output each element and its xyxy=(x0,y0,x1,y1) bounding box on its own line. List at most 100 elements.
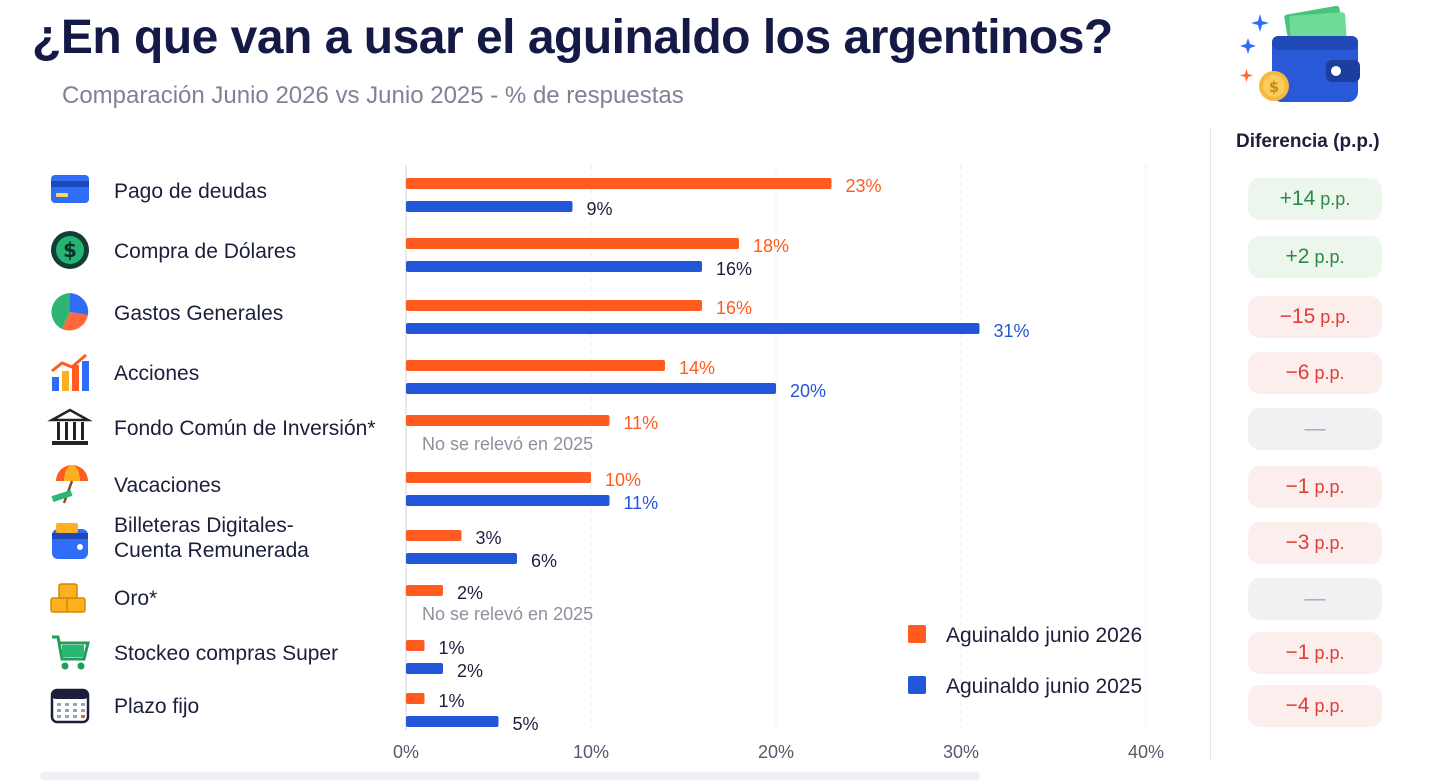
legend-swatch xyxy=(908,676,926,694)
bar-2026 xyxy=(406,530,462,541)
bank-building-icon xyxy=(47,408,93,445)
wallet-icon xyxy=(52,523,88,559)
bar-2026 xyxy=(406,238,739,249)
bar-2026 xyxy=(406,640,425,651)
page-title: ¿En que van a usar el aguinaldo los arge… xyxy=(32,11,1113,64)
difference-header: Diferencia (p.p.) xyxy=(1236,131,1380,152)
difference-unit: p.p. xyxy=(1314,695,1345,716)
difference-value: −1 xyxy=(1285,475,1310,498)
x-tick-label: 40% xyxy=(1128,742,1164,762)
difference-unit: p.p. xyxy=(1320,188,1351,209)
category-label: Plazo fijo xyxy=(114,695,199,718)
legend-label: Aguinaldo junio 2025 xyxy=(946,675,1142,698)
difference-value: — xyxy=(1304,417,1326,440)
bar-2026 xyxy=(406,360,665,371)
category-label: Acciones xyxy=(114,362,199,385)
difference-pill: −3 p.p. xyxy=(1248,522,1382,564)
difference-pill: +14 p.p. xyxy=(1248,178,1382,220)
pie-chart-icon xyxy=(51,293,89,331)
difference-pill: −4 p.p. xyxy=(1248,685,1382,727)
category-label: Stockeo compras Super xyxy=(114,642,338,665)
category-label: Billeteras Digitales- xyxy=(114,514,294,537)
value-label-2026: 14% xyxy=(679,358,715,378)
value-label-2026: 11% xyxy=(624,413,659,433)
difference-value: +14 xyxy=(1279,187,1316,210)
value-label-2026: 18% xyxy=(753,236,789,256)
difference-pill: −15 p.p. xyxy=(1248,296,1382,338)
footer-strip xyxy=(40,772,980,780)
credit-card-icon xyxy=(51,175,89,203)
rising-bars-icon xyxy=(51,353,89,391)
value-label-2025: 16% xyxy=(716,259,752,279)
category-label: Gastos Generales xyxy=(114,302,283,325)
legend-swatch xyxy=(908,625,926,643)
value-label-2025: 11% xyxy=(624,493,659,513)
bar-2025 xyxy=(406,383,776,394)
x-tick-label: 30% xyxy=(943,742,979,762)
difference-unit: p.p. xyxy=(1314,246,1345,267)
value-label-2025: 2% xyxy=(457,661,483,681)
bar-2025 xyxy=(406,201,573,212)
value-label-2026: 1% xyxy=(439,638,465,658)
difference-value: −3 xyxy=(1285,531,1310,554)
bar-2025 xyxy=(406,716,499,727)
difference-value: — xyxy=(1304,587,1326,610)
x-tick-label: 0% xyxy=(393,742,419,762)
value-label-2026: 2% xyxy=(457,583,483,603)
difference-value: −15 xyxy=(1279,305,1316,328)
difference-unit: p.p. xyxy=(1314,532,1345,553)
difference-pill: −1 p.p. xyxy=(1248,632,1382,674)
difference-divider xyxy=(1210,128,1211,760)
legend-label: Aguinaldo junio 2026 xyxy=(946,624,1142,647)
bar-2026 xyxy=(406,178,832,189)
value-label-2025: 20% xyxy=(790,381,826,401)
value-label-2026: 1% xyxy=(439,691,465,711)
bar-2026 xyxy=(406,693,425,704)
svg-text:$: $ xyxy=(63,238,77,262)
difference-unit: p.p. xyxy=(1320,306,1351,327)
x-tick-label: 10% xyxy=(573,742,609,762)
bar-2026 xyxy=(406,472,591,483)
dollar-coin-icon: $ xyxy=(51,231,89,269)
value-label-2025: 5% xyxy=(513,714,539,734)
difference-pill: −6 p.p. xyxy=(1248,352,1382,394)
difference-value: −6 xyxy=(1285,361,1310,384)
difference-unit: p.p. xyxy=(1314,476,1345,497)
category-label: Fondo Común de Inversión* xyxy=(114,417,376,440)
svg-text:$: $ xyxy=(1269,78,1279,96)
shopping-cart-icon xyxy=(52,635,90,670)
category-label: Pago de deudas xyxy=(114,180,267,203)
value-label-2026: 10% xyxy=(605,470,641,490)
value-label-2026: 16% xyxy=(716,298,752,318)
difference-unit: p.p. xyxy=(1314,642,1345,663)
difference-value: +2 xyxy=(1285,245,1310,268)
bar-2025 xyxy=(406,663,443,674)
category-label: Cuenta Remunerada xyxy=(114,539,309,562)
value-label-2025: 6% xyxy=(531,551,557,571)
difference-value: −1 xyxy=(1285,641,1310,664)
bar-chart: 0% 10% 20% 30% 40% Pago de deudas 23% 9% $ Compra… xyxy=(47,165,1164,762)
difference-unit: p.p. xyxy=(1314,362,1345,383)
category-label: Oro* xyxy=(114,587,157,610)
page-subtitle: Comparación Junio 2026 vs Junio 2025 - %… xyxy=(62,82,684,109)
gold-bars-icon xyxy=(50,583,86,613)
bar-2025 xyxy=(406,495,610,506)
value-label-2025: 9% xyxy=(587,199,613,219)
bar-2025 xyxy=(406,323,980,334)
value-label-2025: 31% xyxy=(994,321,1030,341)
value-label-2026: 3% xyxy=(476,528,502,548)
category-label: Vacaciones xyxy=(114,474,221,497)
difference-pill: — xyxy=(1248,408,1382,450)
category-label: Compra de Dólares xyxy=(114,240,296,263)
missing-note: No se relevó en 2025 xyxy=(422,434,593,454)
difference-pill: −1 p.p. xyxy=(1248,466,1382,508)
bar-2025 xyxy=(406,261,702,272)
difference-pill: — xyxy=(1248,578,1382,620)
bar-2025 xyxy=(406,553,517,564)
bar-2026 xyxy=(406,415,610,426)
x-tick-label: 20% xyxy=(758,742,794,762)
bar-2026 xyxy=(406,300,702,311)
difference-value: −4 xyxy=(1285,694,1310,717)
difference-pill: +2 p.p. xyxy=(1248,236,1382,278)
value-label-2026: 23% xyxy=(846,176,882,196)
